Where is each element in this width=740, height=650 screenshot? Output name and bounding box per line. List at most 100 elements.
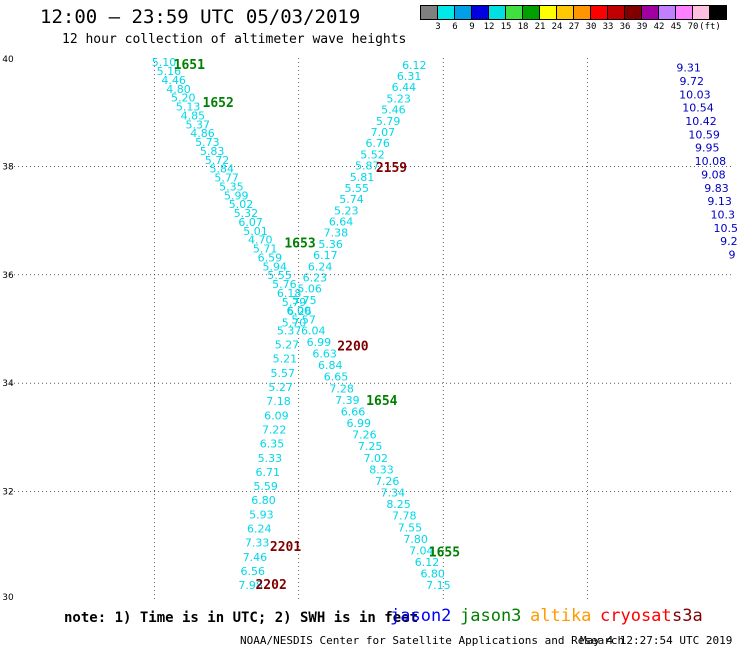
wave-height-value: 7.46 <box>243 551 268 564</box>
wave-height-value: 5.79 <box>376 115 401 128</box>
footnote: note: 1) Time is in UTC; 2) SWH is in fe… <box>64 610 419 626</box>
wave-height-value: 7.33 <box>245 537 270 550</box>
pass-time-label: 2202 <box>255 578 286 593</box>
color-legend-label: 15 <box>500 22 512 32</box>
wave-height-value: 8.33 <box>369 463 394 476</box>
color-legend-label: 18 <box>517 22 529 32</box>
satellite-legend-s3a: s3a <box>672 606 703 626</box>
wave-height-value: 5.57 <box>271 367 296 380</box>
wave-height-value: 7.18 <box>266 395 291 408</box>
color-legend-label: 9 <box>469 22 475 32</box>
wave-height-value: 6.80 <box>251 494 276 507</box>
wave-height-value: 6.99 <box>346 417 371 430</box>
color-legend-label: 33 <box>602 22 614 32</box>
wave-height-value: 4.80 <box>166 83 191 96</box>
wave-height-value: 6.23 <box>303 272 328 285</box>
wave-height-value: 5.46 <box>381 104 406 117</box>
color-legend-label: (ft) <box>699 22 721 32</box>
pass-time-label: 1654 <box>366 394 397 409</box>
lat-tick-label: 38 <box>2 162 14 172</box>
wave-height-value: 9.83 <box>704 182 729 195</box>
wave-height-value: 5.36 <box>318 238 343 251</box>
wave-height-value: 6.26 <box>287 305 312 318</box>
satellite-legend-jason2: jason2 <box>390 606 452 626</box>
wave-height-value: 5.93 <box>249 508 274 521</box>
credit-line: NOAA/NESDIS Center for Satellite Applica… <box>240 634 625 647</box>
wave-height-value: 5.77 <box>214 172 239 185</box>
page-title: 12:00 – 23:59 UTC 05/03/2019 <box>40 6 361 28</box>
wave-height-value: 5.75 <box>292 294 317 307</box>
wave-height-value: 6.84 <box>318 359 343 372</box>
wave-height-value: 5.37 <box>185 118 210 131</box>
wave-height-value: 5.20 <box>171 92 196 105</box>
wave-height-value: 7.22 <box>262 423 287 436</box>
wave-height-value: 5.33 <box>258 452 283 465</box>
wave-height-map: -180-177-174-171-168-165403836343230 5.1… <box>2 55 738 600</box>
wave-height-value: 5.10 <box>152 56 177 69</box>
satellite-legend-altika: altika <box>530 606 592 626</box>
wave-height-value: 6.99 <box>307 336 332 349</box>
pass-time-label: 2200 <box>337 340 368 355</box>
wave-height-value: 7.25 <box>358 440 383 453</box>
wave-height-value: 5.73 <box>195 136 220 149</box>
wave-height-value: 7.55 <box>398 521 423 534</box>
wave-height-value: 4.85 <box>181 109 206 122</box>
wave-height-value: 5.27 <box>275 339 300 352</box>
wave-height-value: 9.13 <box>707 195 732 208</box>
wave-height-value: 6.56 <box>241 565 266 578</box>
wave-height-value: 6.71 <box>256 466 281 479</box>
satellite-legend-jason3: jason3 <box>460 606 522 626</box>
wave-height-value: 7.26 <box>375 475 400 488</box>
wave-height-value: 10.54 <box>682 102 714 115</box>
color-legend-label: 21 <box>534 22 546 32</box>
wave-height-value: 5.23 <box>386 92 411 105</box>
wave-height-value: 9.31 <box>676 62 701 75</box>
wave-height-value: 8.25 <box>386 498 411 511</box>
altimeter-tracks: 5.105.164.464.805.205.134.855.374.865.73… <box>152 56 738 592</box>
generation-timestamp: May 4 12:27:54 UTC 2019 <box>580 634 733 647</box>
wave-height-value: 10.08 <box>695 155 727 168</box>
wave-height-value: 6.00 <box>287 305 312 318</box>
lat-tick-label: 34 <box>2 379 14 389</box>
color-legend-label: 39 <box>636 22 648 32</box>
wave-height-value: 6.12 <box>415 556 440 569</box>
wave-height-value: 7.28 <box>329 382 354 395</box>
wave-height-value: 5.55 <box>267 269 292 282</box>
wave-height-value: 6.59 <box>258 251 283 264</box>
wave-height-value: 7.80 <box>403 533 428 546</box>
wave-height-value: 5.13 <box>176 101 201 114</box>
wave-height-value: 5.52 <box>360 148 385 161</box>
wave-height-value: 5.27 <box>268 381 293 394</box>
axis-ticks: -180-177-174-171-168-165403836343230 <box>2 55 14 600</box>
wave-height-value: 6.31 <box>397 70 422 83</box>
wave-height-value: 5.74 <box>339 193 364 206</box>
wave-height-value: 10.5 <box>714 222 739 235</box>
wave-height-value: 6.64 <box>329 216 354 229</box>
wave-height-value: 6.35 <box>260 438 285 451</box>
wave-height-value: 9 <box>729 249 736 262</box>
color-legend-label: 12 <box>483 22 495 32</box>
pass-time-label: 1655 <box>429 546 460 561</box>
wave-height-value: 6.24 <box>308 260 333 273</box>
color-legend <box>420 5 727 20</box>
wave-height-value: 5.99 <box>224 189 249 202</box>
wave-height-value: 6.63 <box>312 348 337 361</box>
wave-height-value: 4.46 <box>161 74 186 87</box>
map-grid <box>10 58 732 600</box>
wave-height-value: 5.72 <box>205 154 230 167</box>
pass-time-label: 2159 <box>376 161 407 176</box>
color-legend-label: 24 <box>551 22 563 32</box>
wave-height-value: 7.34 <box>381 487 406 500</box>
wave-height-value: 5.01 <box>243 225 268 238</box>
wave-height-value: 10.59 <box>688 128 720 141</box>
wave-height-value: 7.04 <box>409 544 434 557</box>
wave-height-value: 6.04 <box>301 324 326 337</box>
color-legend-label: 42 <box>653 22 665 32</box>
color-legend-label: 45 <box>670 22 682 32</box>
wave-height-value: 5.71 <box>253 243 278 256</box>
pass-time-label: 1653 <box>284 237 315 252</box>
color-legend-label: 27 <box>568 22 580 32</box>
wave-height-value: 5.23 <box>334 204 359 217</box>
color-legend-label: 70 <box>687 22 699 32</box>
wave-height-value: 4.86 <box>190 127 215 140</box>
